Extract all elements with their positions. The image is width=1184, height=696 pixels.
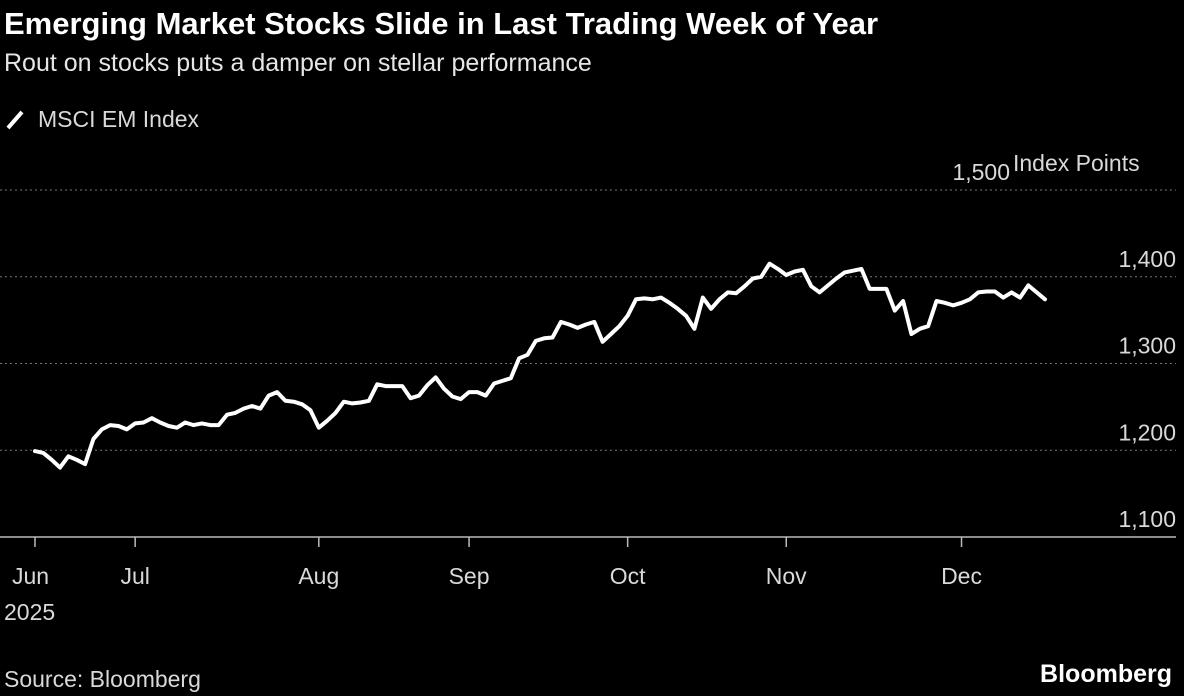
- data-line: [33, 261, 1047, 470]
- y-tick-label: 1,400: [1118, 246, 1176, 272]
- x-year-label: 2025: [4, 599, 55, 625]
- x-tick-label: Dec: [941, 563, 982, 589]
- x-tick-label: Sep: [449, 563, 490, 589]
- y-tick-label: 1,300: [1118, 333, 1176, 359]
- x-tick-label: Aug: [298, 563, 339, 589]
- x-tick-label: Nov: [766, 563, 807, 589]
- y-tick-label: 1,200: [1118, 419, 1176, 445]
- y-axis-label: Index Points: [1013, 150, 1140, 176]
- legend-swatch: [6, 110, 24, 130]
- x-tick-label: Oct: [610, 563, 646, 589]
- chart-title: Emerging Market Stocks Slide in Last Tra…: [4, 6, 878, 41]
- y-tick-label: 1,100: [1118, 506, 1176, 532]
- x-tick-label: Jul: [120, 563, 149, 589]
- brand: Bloomberg: [1040, 660, 1172, 688]
- source: Source: Bloomberg: [4, 666, 201, 692]
- chart-subtitle: Rout on stocks puts a damper on stellar …: [4, 49, 592, 77]
- legend-label: MSCI EM Index: [38, 106, 200, 132]
- x-tick-label: Jun: [12, 563, 49, 589]
- y-tick-label: 1,500: [952, 159, 1010, 185]
